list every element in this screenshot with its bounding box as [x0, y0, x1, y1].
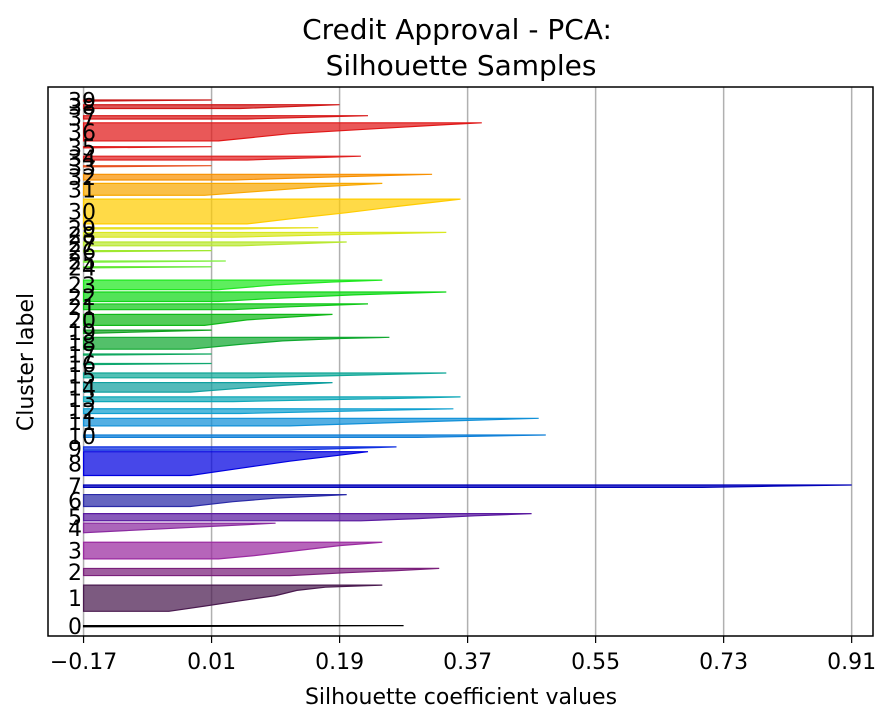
cluster-0-silhouette	[82, 625, 404, 628]
cluster-label-5: 5	[68, 506, 82, 531]
cluster-label-39: 39	[68, 90, 96, 115]
cluster-label-9: 9	[68, 438, 82, 463]
cluster-label-2: 2	[68, 561, 82, 586]
cluster-label-6: 6	[68, 490, 82, 515]
cluster-22-silhouette	[82, 291, 447, 303]
cluster-12-silhouette	[82, 408, 454, 415]
chart-title-line-2: Silhouette Samples	[326, 49, 597, 82]
cluster-label-8: 8	[68, 453, 82, 478]
cluster-label-31: 31	[68, 178, 96, 203]
cluster-label-35: 35	[68, 136, 96, 161]
cluster-label-12: 12	[68, 400, 96, 425]
x-tick-label: 0.01	[187, 650, 236, 675]
cluster-label-18: 18	[68, 332, 96, 357]
cluster-label-3: 3	[68, 540, 82, 565]
cluster-label-32: 32	[68, 166, 96, 191]
cluster-20-silhouette	[82, 313, 333, 327]
cluster-label-15: 15	[68, 364, 96, 389]
x-tick-label: 0.19	[315, 650, 364, 675]
cluster-19-silhouette	[82, 329, 212, 335]
cluster-32-silhouette	[82, 173, 433, 181]
cluster-label-34: 34	[68, 147, 96, 172]
cluster-27-silhouette	[82, 241, 347, 247]
cluster-8-silhouette	[82, 451, 369, 477]
cluster-label-30: 30	[68, 201, 96, 226]
cluster-18-silhouette	[82, 336, 390, 350]
cluster-5-silhouette	[82, 513, 532, 522]
cluster-label-20: 20	[68, 309, 96, 334]
cluster-11-silhouette	[82, 417, 539, 427]
cluster-29-silhouette	[82, 227, 319, 230]
cluster-39-silhouette	[82, 99, 212, 102]
cluster-4-silhouette	[82, 522, 276, 534]
cluster-label-0: 0	[68, 615, 82, 640]
x-tick-label: 0.55	[571, 650, 620, 675]
cluster-15-silhouette	[82, 372, 447, 379]
cluster-label-4: 4	[68, 517, 82, 542]
cluster-3-silhouette	[82, 541, 383, 560]
cluster-label-24: 24	[68, 256, 96, 281]
chart-title-line-1: Credit Approval - PCA:	[302, 13, 612, 46]
cluster-label-16: 16	[68, 353, 96, 378]
cluster-labels: 0123456789101112131415161718192021222324…	[68, 90, 96, 641]
x-tick-label: 0.91	[827, 650, 876, 675]
cluster-6-silhouette	[82, 493, 347, 508]
cluster-label-11: 11	[68, 411, 96, 436]
cluster-28-silhouette	[82, 231, 447, 238]
cluster-label-28: 28	[68, 224, 96, 249]
cluster-35-silhouette	[82, 146, 212, 149]
cluster-label-29: 29	[68, 217, 96, 242]
x-tick-label: 0.37	[443, 650, 492, 675]
cluster-label-19: 19	[68, 321, 96, 346]
cluster-10-silhouette	[82, 434, 546, 439]
cluster-label-38: 38	[68, 96, 96, 121]
cluster-label-37: 37	[68, 106, 96, 131]
x-tick-label: −0.17	[50, 650, 117, 675]
cluster-9-silhouette	[82, 446, 397, 451]
cluster-label-36: 36	[68, 121, 96, 146]
cluster-label-33: 33	[68, 155, 96, 180]
cluster-1-silhouette	[82, 584, 383, 612]
cluster-34-silhouette	[82, 155, 361, 161]
cluster-25-silhouette	[82, 260, 226, 263]
cluster-label-26: 26	[68, 240, 96, 265]
cluster-13-silhouette	[82, 396, 461, 403]
cluster-label-7: 7	[68, 475, 82, 500]
x-axis-ticks: −0.17 0.01 0.19 0.37 0.55 0.73 0.91	[50, 636, 876, 675]
axes-frame	[47, 86, 874, 637]
cluster-30-silhouette	[82, 198, 461, 225]
cluster-label-17: 17	[68, 344, 96, 369]
cluster-21-silhouette	[82, 303, 369, 311]
cluster-33-silhouette	[82, 165, 212, 168]
cluster-31-silhouette	[82, 182, 383, 196]
cluster-36-silhouette	[82, 122, 482, 142]
cluster-37-silhouette	[82, 115, 369, 120]
cluster-26-silhouette	[82, 249, 212, 253]
cluster-38-silhouette	[82, 104, 340, 110]
cluster-label-10: 10	[68, 425, 96, 450]
cluster-2-silhouette	[82, 567, 440, 577]
cluster-24-silhouette	[82, 266, 212, 269]
cluster-label-22: 22	[68, 286, 96, 311]
cluster-7-silhouette	[82, 484, 852, 489]
cluster-label-14: 14	[68, 376, 96, 401]
cluster-23-silhouette	[82, 279, 383, 291]
cluster-17-silhouette	[82, 353, 212, 356]
cluster-label-21: 21	[68, 296, 96, 321]
cluster-label-13: 13	[68, 388, 96, 413]
y-axis-label: Cluster label	[14, 293, 39, 431]
cluster-14-silhouette	[82, 381, 333, 393]
cluster-label-27: 27	[68, 233, 96, 258]
plot-area	[82, 99, 852, 628]
cluster-16-silhouette	[82, 362, 212, 366]
cluster-label-1: 1	[68, 587, 82, 612]
cluster-label-23: 23	[68, 274, 96, 299]
cluster-label-25: 25	[68, 251, 96, 276]
x-tick-label: 0.73	[699, 650, 748, 675]
x-axis-label: Silhouette coefficient values	[305, 685, 617, 710]
